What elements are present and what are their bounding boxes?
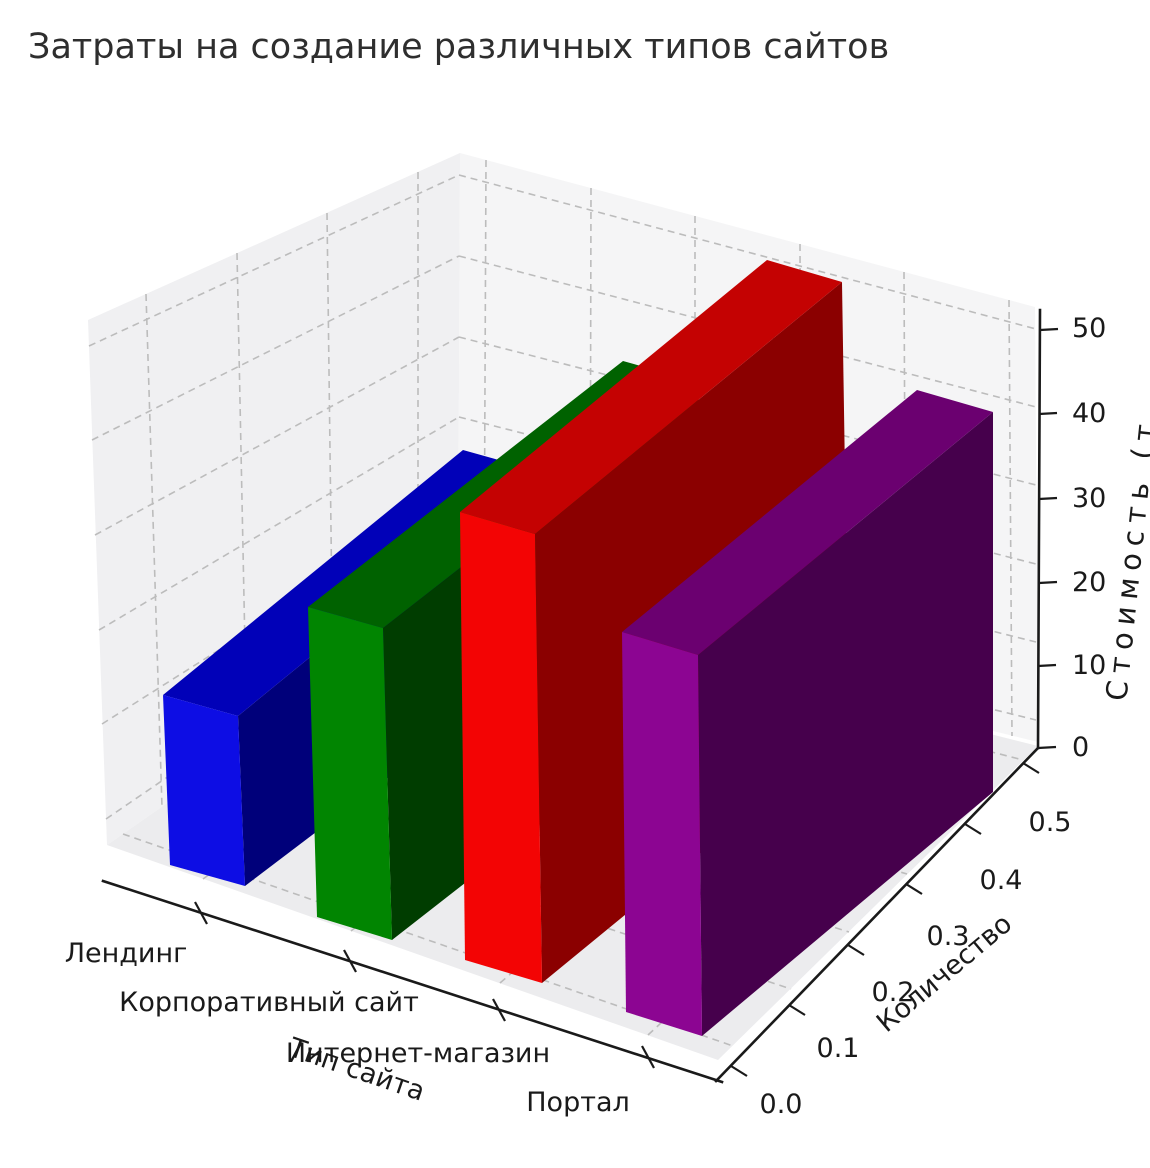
y-tick-label-2: 0.2 bbox=[872, 977, 915, 1008]
x-axis bbox=[101, 879, 724, 1084]
y-tick-label-4: 0.4 bbox=[980, 865, 1023, 896]
bar-portal-top-face bbox=[622, 390, 993, 655]
bar-landing-front-face bbox=[163, 695, 245, 886]
bar-online-store-front-face bbox=[460, 512, 542, 983]
y-tick-label-1: 0.1 bbox=[817, 1033, 860, 1064]
x-tick-label-landing: Лендинг bbox=[65, 938, 188, 969]
z-tick-labels: 0 10 20 30 40 50 bbox=[1072, 313, 1106, 763]
bar-portal-front-face bbox=[622, 632, 702, 1036]
z-tick-label-10: 10 bbox=[1072, 650, 1106, 681]
bar-online-store-top-face bbox=[460, 260, 842, 534]
y-axis bbox=[714, 746, 1040, 1083]
x-tick-labels: Лендинг Корпоративный сайт Интернет-мага… bbox=[65, 938, 630, 1118]
z-tick-label-0: 0 bbox=[1072, 732, 1089, 763]
chart-title: Затраты на создание различных типов сайт… bbox=[28, 27, 889, 67]
y-tick-labels: 0.0 0.1 0.2 0.3 0.4 0.5 bbox=[760, 807, 1072, 1120]
z-tick-label-50: 50 bbox=[1072, 313, 1106, 344]
y-tick-label-5: 0.5 bbox=[1029, 807, 1072, 838]
bar-portal-side-face bbox=[698, 412, 993, 1036]
y-tick-label-0: 0.0 bbox=[760, 1089, 803, 1120]
z-tick-label-40: 40 bbox=[1072, 398, 1106, 429]
z-axis bbox=[1036, 308, 1059, 750]
x-tick-label-corporate: Корпоративный сайт bbox=[119, 987, 419, 1018]
bar-corporate-site-front-face bbox=[308, 607, 392, 940]
bar-portal bbox=[622, 390, 993, 1036]
z-tick-label-30: 30 bbox=[1072, 483, 1106, 514]
x-tick-label-store: Интернет-магазин bbox=[286, 1038, 550, 1069]
x-tick-label-portal: Портал bbox=[526, 1087, 630, 1118]
left-wall-pane bbox=[88, 153, 460, 845]
z-axis-label: Стоимость (т bbox=[1099, 416, 1150, 703]
z-tick-label-20: 20 bbox=[1072, 567, 1106, 598]
y-tick-label-3: 0.3 bbox=[927, 921, 970, 952]
